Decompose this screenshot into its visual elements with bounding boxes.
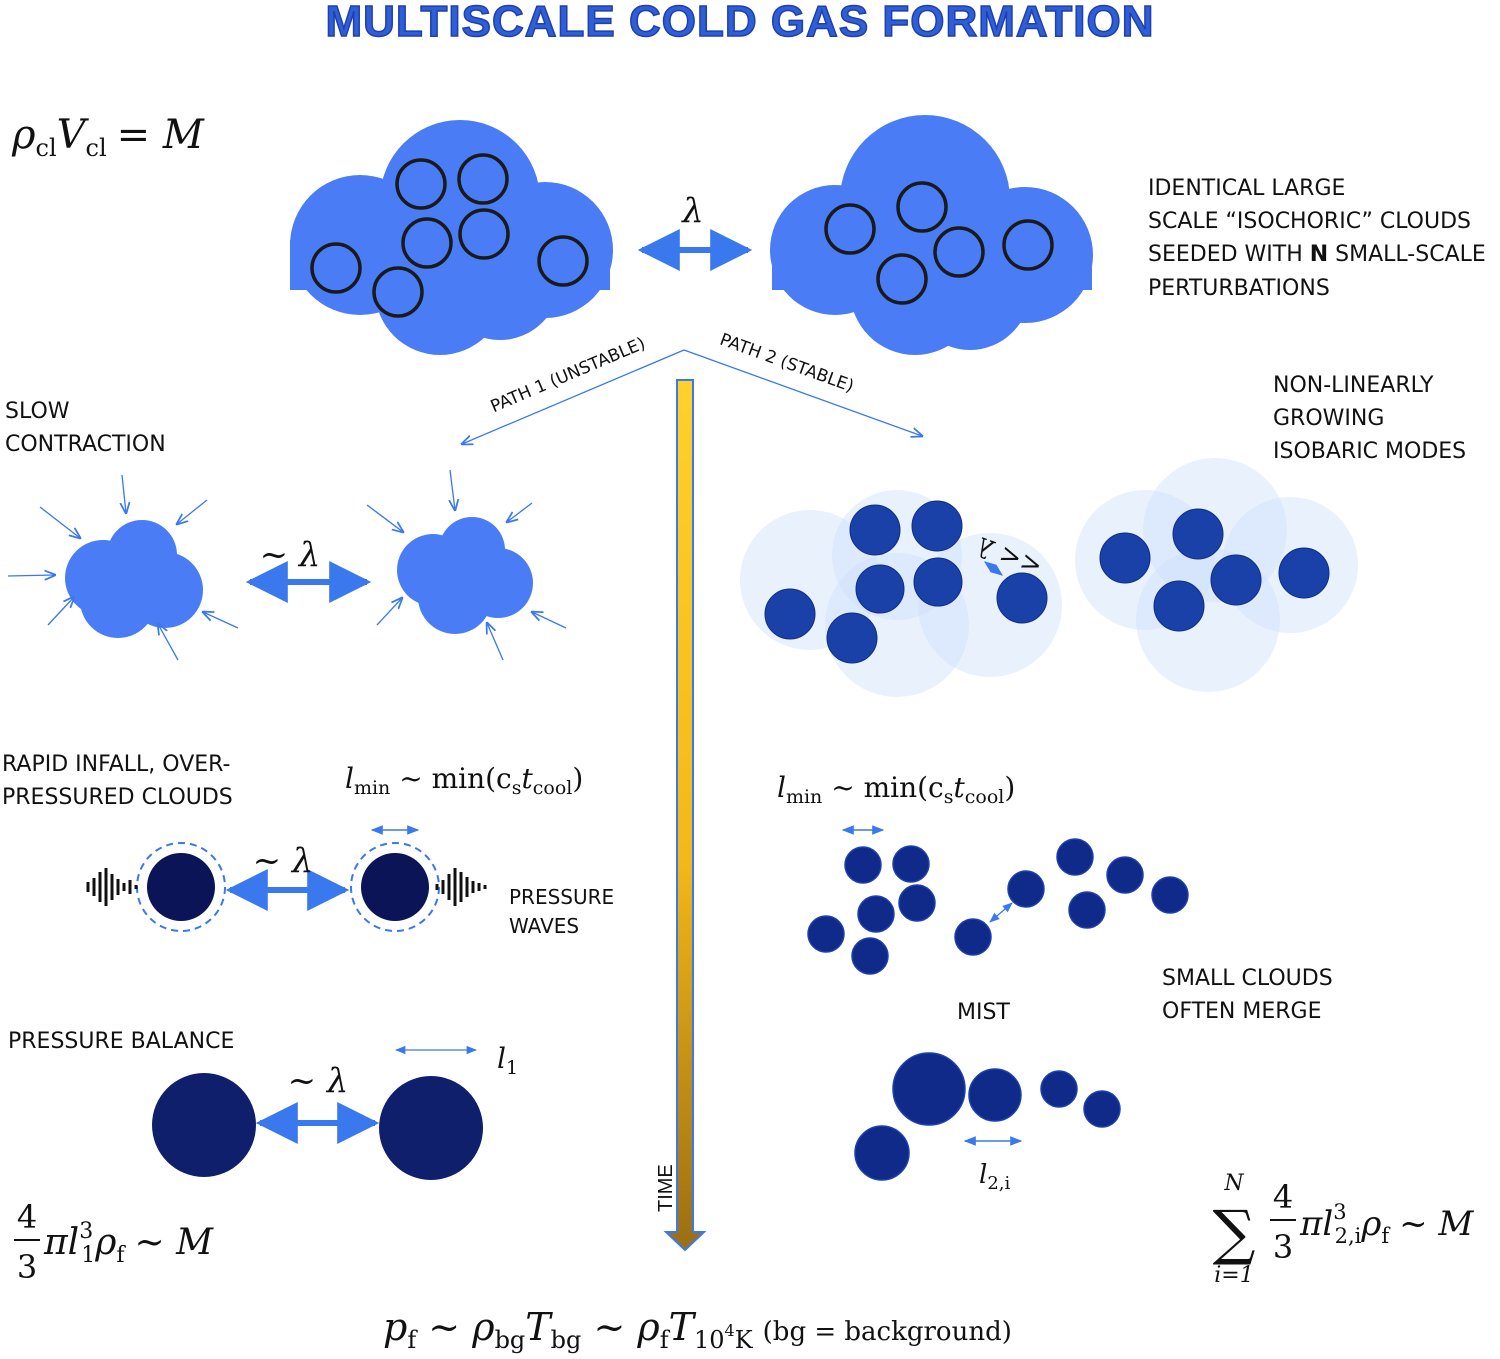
- isobaric-modes-1: [764, 500, 1048, 664]
- overpressured-cloud-right: [350, 842, 440, 932]
- lmin-equation-right: lmin ~ min(cstcool): [777, 771, 1015, 808]
- identical-clouds-label-4: PERTURBATIONS: [1148, 276, 1330, 301]
- svg-text:λ: λ: [680, 191, 704, 231]
- balanced-cloud-left: [152, 1073, 256, 1177]
- svg-text:3: 3: [1273, 1228, 1293, 1266]
- slow-contraction-label-2: CONTRACTION: [5, 432, 166, 457]
- time-label: TIME: [655, 1164, 677, 1212]
- mass-equation-bottom-left: 4 3 πl3 1ρf ~ M: [14, 1198, 214, 1286]
- svg-text:i=1: i=1: [1214, 1263, 1253, 1288]
- tilde-lambda-arrow-1: ~ λ: [245, 535, 372, 603]
- path1-arrow: [462, 349, 685, 444]
- lmin-equation-left: lmin ~ min(cstcool): [345, 762, 583, 799]
- large-cloud-right: [770, 115, 1093, 355]
- contracting-cloud-left: [65, 520, 203, 638]
- path2-arrow: [683, 349, 922, 436]
- svg-text:~ λ: ~ λ: [253, 841, 314, 881]
- balanced-cloud-right: [379, 1076, 483, 1180]
- lambda-arrow-top: λ: [637, 191, 753, 271]
- mist-label: MIST: [957, 1000, 1010, 1025]
- pressure-equation-bottom: pf ~ ρbgTbg ~ ρfT104K (bg = background): [383, 1305, 1012, 1354]
- mass-equation-top: ρclVcl = M: [11, 112, 205, 162]
- svg-text:4: 4: [17, 1198, 37, 1236]
- nonlinear-label-2: GROWING: [1273, 406, 1384, 431]
- pressure-wave-right: [435, 868, 487, 906]
- isobaric-modes-2: [1099, 508, 1330, 632]
- pressure-waves-label-2: WAVES: [509, 914, 579, 938]
- l1-label: l1: [497, 1042, 518, 1079]
- svg-text:∑: ∑: [1213, 1198, 1256, 1268]
- pressure-waves-label-1: PRESSURE: [509, 885, 614, 909]
- contracting-cloud-right: [397, 517, 533, 634]
- perturbation-rings-left: [310, 153, 589, 318]
- mass-equation-bottom-right: N ∑ i=1 4 3 πl3 2,iρf ~ M: [1213, 1171, 1475, 1288]
- identical-clouds-label-1: IDENTICAL LARGE: [1148, 176, 1345, 201]
- small-clouds-label-2: OFTEN MERGE: [1162, 999, 1322, 1024]
- nonlinear-label-1: NON-LINEARLY: [1273, 373, 1434, 398]
- merged-clouds: [854, 1052, 1121, 1181]
- tilde-lambda-arrow-2: ~ λ: [225, 841, 350, 911]
- infall-arrows-left: [7, 474, 239, 661]
- infall-arrows-right: [366, 469, 567, 661]
- diagram-title: MULTISCALE COLD GAS FORMATION: [325, 0, 1154, 46]
- pressure-balance-label: PRESSURE BALANCE: [8, 1029, 234, 1054]
- overpressured-cloud-left: [136, 842, 226, 932]
- slow-contraction-label-1: SLOW: [5, 399, 70, 424]
- svg-text:N: N: [1223, 1171, 1244, 1196]
- identical-clouds-label-3: SEEDED WITH N SMALL-SCALE: [1148, 242, 1486, 267]
- svg-text:~ λ: ~ λ: [260, 535, 321, 575]
- merge-arrow: [989, 902, 1013, 923]
- pressure-wave-left: [86, 868, 138, 906]
- svg-text:3: 3: [17, 1248, 37, 1286]
- time-arrow: TIME: [655, 379, 707, 1252]
- nonlinear-label-3: ISOBARIC MODES: [1273, 439, 1466, 464]
- svg-text:ρclVcl= M: ρclVcl = M: [11, 112, 205, 162]
- l2i-label: l2,i: [979, 1160, 1011, 1194]
- tilde-lambda-arrow-3: ~ λ: [255, 1061, 380, 1144]
- small-clouds-label-1: SMALL CLOUDS: [1162, 966, 1333, 991]
- svg-text:~ λ: ~ λ: [288, 1061, 349, 1101]
- rapid-infall-label-2: PRESSURED CLOUDS: [2, 785, 233, 810]
- rapid-infall-label-1: RAPID INFALL, OVER-: [2, 752, 230, 777]
- identical-clouds-label-2: SCALE “ISOCHORIC” CLOUDS: [1148, 209, 1471, 234]
- perturbation-rings-right: [824, 181, 1054, 305]
- svg-text:4: 4: [1273, 1178, 1293, 1216]
- mist-clouds: [807, 838, 1189, 975]
